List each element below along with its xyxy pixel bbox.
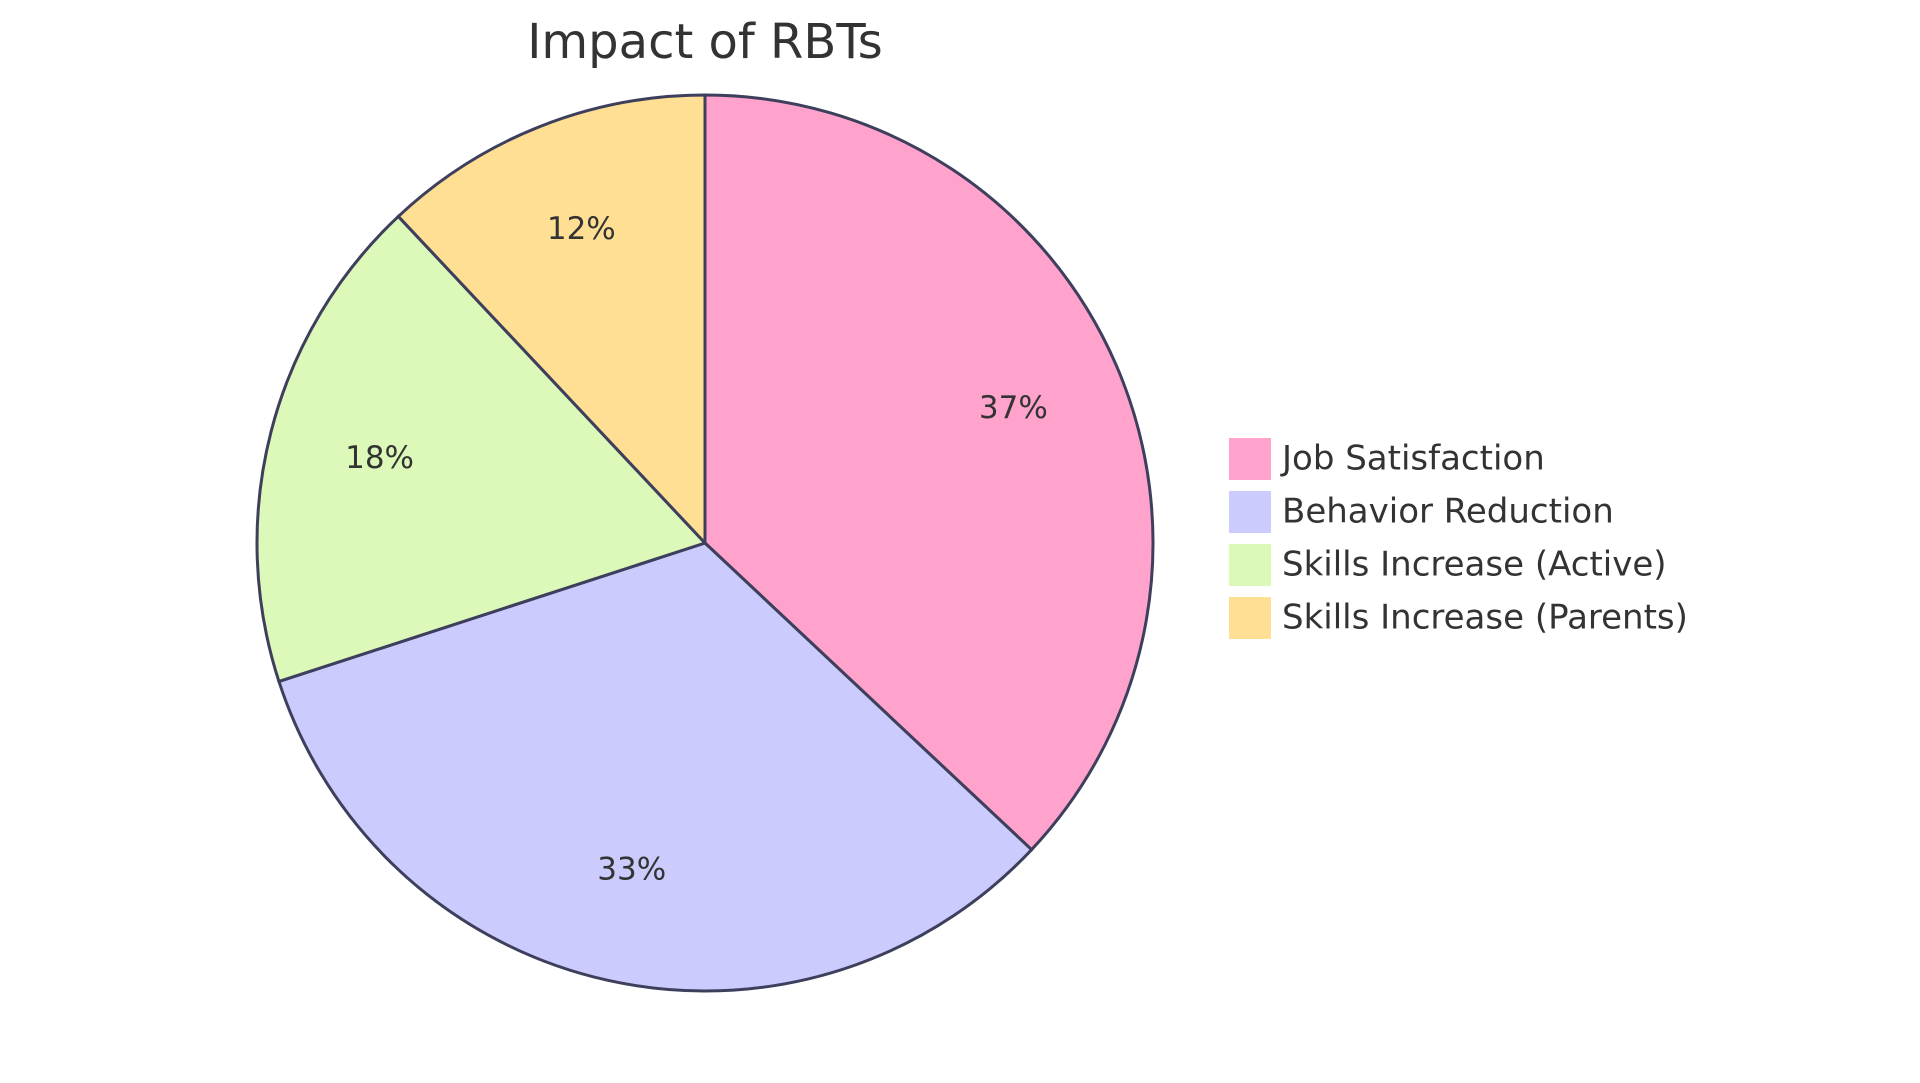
legend-swatch (1227, 489, 1273, 535)
pie-slices (255, 93, 1155, 993)
slice-percent-label: 33% (597, 851, 666, 887)
chart-title: Impact of RBTs (527, 14, 882, 70)
legend: Job Satisfaction Behavior Reduction Skills… (1227, 436, 1688, 641)
legend-label: Behavior Reduction (1282, 492, 1614, 532)
legend-label: Skills Increase (Parents) (1282, 598, 1688, 638)
pie-slice-job-satisfaction (703, 93, 1155, 852)
legend-swatch (1227, 542, 1273, 588)
slice-percent-label: 18% (345, 440, 414, 476)
pie-slice-skills-increase-parents (396, 93, 707, 547)
legend-swatch (1227, 595, 1273, 641)
slice-percent-label: 12% (547, 211, 616, 247)
legend-label: Job Satisfaction (1280, 439, 1545, 479)
pie-slice-skills-increase-active (255, 214, 708, 684)
slice-percent-label: 37% (979, 390, 1048, 426)
pie-slice-labels: 37% 33% 18% 12% (345, 211, 1048, 887)
legend-label: Skills Increase (Active) (1282, 545, 1667, 585)
pie-slice-behavior-reduction (277, 541, 1034, 993)
legend-swatch (1227, 436, 1273, 482)
